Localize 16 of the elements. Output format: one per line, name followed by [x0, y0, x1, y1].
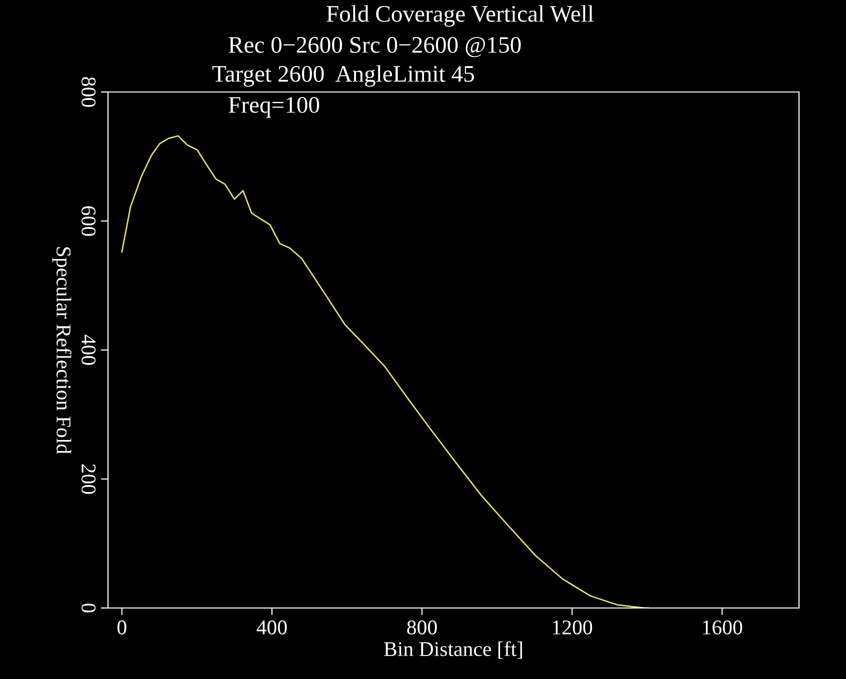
text: Rec 0−2600 Src 0−2600 @150 — [228, 36, 521, 58]
text: Target 2600 AngleLimit 45 — [212, 65, 474, 87]
y-tick-label: 200 — [82, 464, 96, 494]
chart-title: Fold Coverage Vertical Well — [326, 5, 594, 27]
x-tick-label: 1600 — [703, 620, 742, 634]
annotation: Freq=100 — [228, 96, 320, 118]
y-tick-label: 400 — [82, 334, 96, 365]
x-axis-title: Bin Distance [ft] — [384, 641, 522, 659]
x-tick-label: 0 — [117, 620, 126, 634]
x-tick-label: 800 — [407, 620, 437, 634]
y-tick-label: 800 — [82, 77, 96, 107]
x-tick-label: 400 — [256, 620, 287, 634]
x-tick-label: 1200 — [553, 620, 592, 634]
y-tick-label: 0 — [82, 604, 96, 612]
y-tick-label: 600 — [82, 206, 96, 236]
y-axis-title: Specular Reflection Fold — [52, 247, 72, 454]
